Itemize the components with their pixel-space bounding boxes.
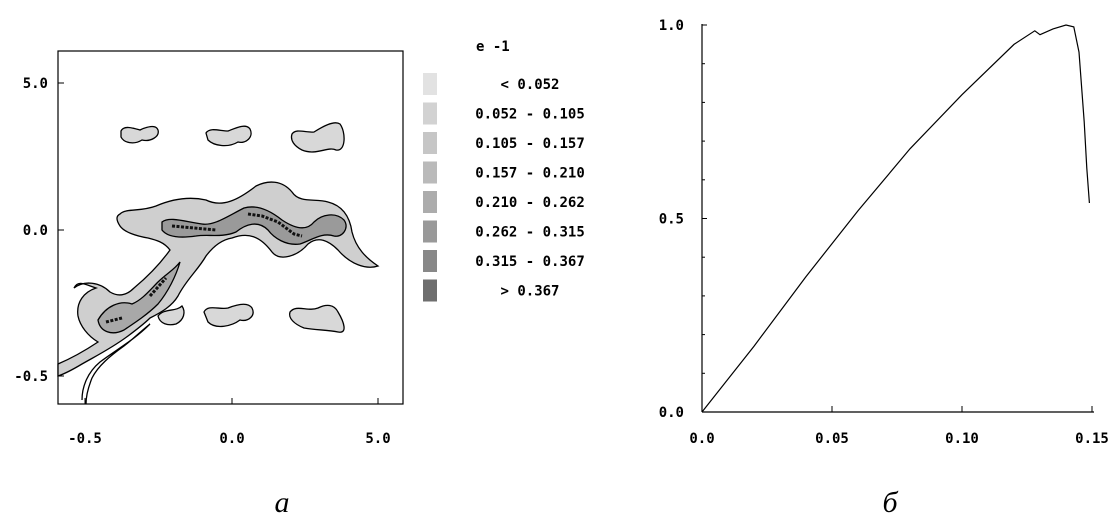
contour-regions	[57, 122, 380, 405]
line-x-tick-label: 0.15	[1075, 431, 1109, 447]
legend-label: 0.315 - 0.367	[475, 254, 585, 270]
contour-x-tick-label: 5.0	[365, 431, 390, 447]
line-y-tick-label: 0.0	[659, 405, 684, 421]
panel-caption-a: a	[275, 486, 290, 519]
contour-band	[57, 181, 380, 377]
legend-title: e -1	[476, 39, 510, 55]
legend-swatch	[423, 191, 437, 213]
line-x-tick-label: 0.10	[945, 431, 979, 447]
contour-plot-frame	[57, 50, 404, 405]
legend-swatch	[423, 161, 437, 184]
line-x-tick-label: 0.0	[689, 431, 714, 447]
legend-swatch	[423, 73, 437, 95]
panel-caption-b: б	[882, 486, 898, 519]
legend-label: 0.157 - 0.210	[475, 166, 585, 182]
legend-label: < 0.052	[500, 77, 559, 93]
contour-blob	[205, 125, 252, 147]
contour-blob	[288, 304, 345, 333]
line-series-path	[701, 24, 1090, 413]
contour-x-tick-label: 0.0	[219, 431, 244, 447]
legend-label: > 0.367	[500, 284, 559, 300]
line-y-tick-label: 0.5	[659, 212, 684, 228]
line-chart: 0.0 0.05 0.10 0.15 0.0 0.5 1.0	[659, 18, 1109, 447]
legend-swatch	[423, 279, 437, 302]
line-x-tick-label: 0.05	[815, 431, 849, 447]
line-y-tick-label: 1.0	[659, 18, 684, 34]
contour-blob	[203, 303, 254, 328]
legend-label: 0.052 - 0.105	[475, 107, 585, 123]
contour-tail	[81, 323, 151, 405]
line-chart-ticks: 0.0 0.05 0.10 0.15 0.0 0.5 1.0	[659, 18, 1109, 447]
legend-swatch	[423, 132, 437, 154]
legend-label: 0.262 - 0.315	[475, 225, 585, 241]
contour-y-tick-label: 0.0	[23, 223, 48, 239]
legend-items: < 0.052 0.052 - 0.105 0.105 - 0.157 0.157 -…	[423, 73, 585, 302]
contour-x-tick-label: -0.5	[68, 431, 102, 447]
legend-swatch	[423, 220, 437, 243]
contour-blob	[157, 304, 185, 326]
contour-core	[161, 206, 347, 245]
contour-core	[97, 261, 181, 334]
contour-blob	[120, 125, 159, 144]
legend-label: 0.210 - 0.262	[475, 195, 585, 211]
legend-swatch	[423, 250, 437, 272]
contour-blob	[290, 122, 345, 153]
contour-chart: 5.0 0.0 -0.5 -0.5 0.0 5.0	[14, 50, 404, 447]
contour-y-tick-label: 5.0	[23, 76, 48, 92]
contour-legend: e -1 < 0.052 0.052 - 0.105 0.105 - 0.157 0.…	[423, 39, 585, 302]
contour-y-tick-label: -0.5	[14, 369, 48, 385]
legend-label: 0.105 - 0.157	[475, 136, 585, 152]
legend-swatch	[423, 102, 437, 125]
